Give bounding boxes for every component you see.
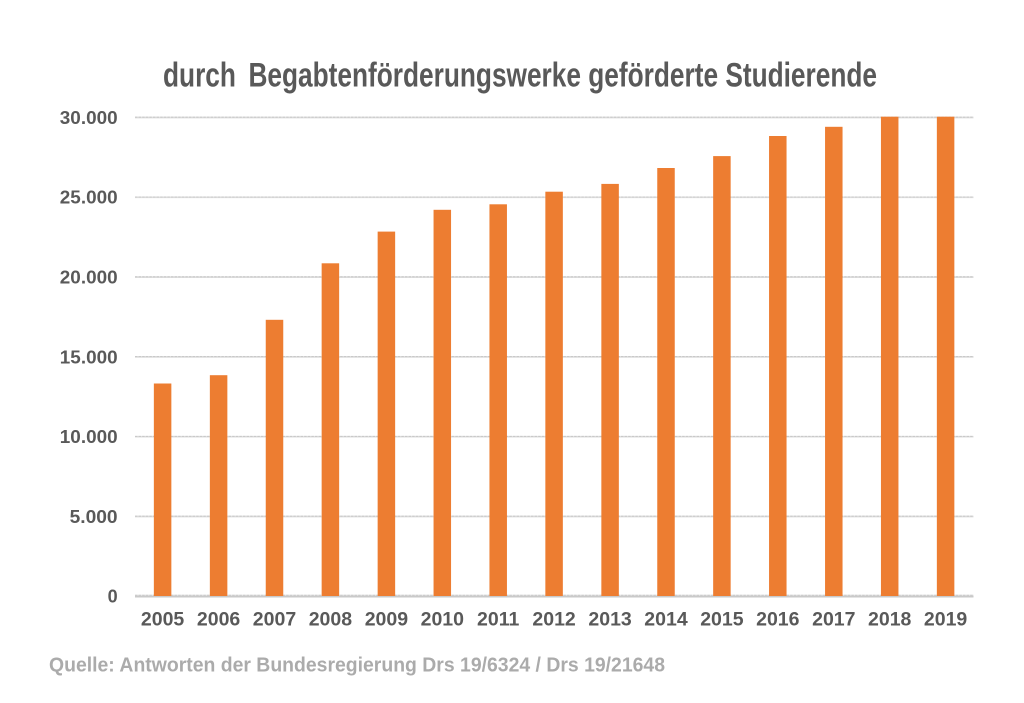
svg-text:2018: 2018 [868, 609, 912, 631]
svg-text:0: 0 [108, 587, 118, 607]
svg-text:2012: 2012 [532, 609, 576, 631]
svg-text:durch Begabtenförderungswerke: durch Begabtenförderungswerke geförderte… [163, 57, 877, 95]
svg-text:2011: 2011 [477, 609, 519, 631]
svg-text:30.000: 30.000 [60, 108, 118, 128]
svg-text:2009: 2009 [365, 609, 409, 631]
svg-text:25.000: 25.000 [60, 188, 118, 208]
svg-text:2013: 2013 [588, 609, 632, 631]
svg-text:2017: 2017 [812, 609, 855, 631]
svg-text:2015: 2015 [700, 609, 744, 631]
svg-text:2007: 2007 [253, 609, 296, 631]
svg-text:Quelle: Antworten der Bundesre: Quelle: Antworten der Bundesregierung Dr… [49, 655, 665, 677]
svg-text:10.000: 10.000 [60, 427, 118, 447]
svg-text:2010: 2010 [421, 609, 465, 631]
svg-text:15.000: 15.000 [60, 347, 118, 367]
svg-text:2014: 2014 [644, 609, 688, 631]
svg-text:2016: 2016 [756, 609, 800, 631]
svg-text:2005: 2005 [141, 609, 185, 631]
svg-text:2019: 2019 [924, 609, 968, 631]
svg-text:20.000: 20.000 [60, 268, 118, 288]
svg-text:2006: 2006 [197, 609, 241, 631]
svg-text:2008: 2008 [309, 609, 353, 631]
svg-text:5.000: 5.000 [70, 507, 118, 527]
